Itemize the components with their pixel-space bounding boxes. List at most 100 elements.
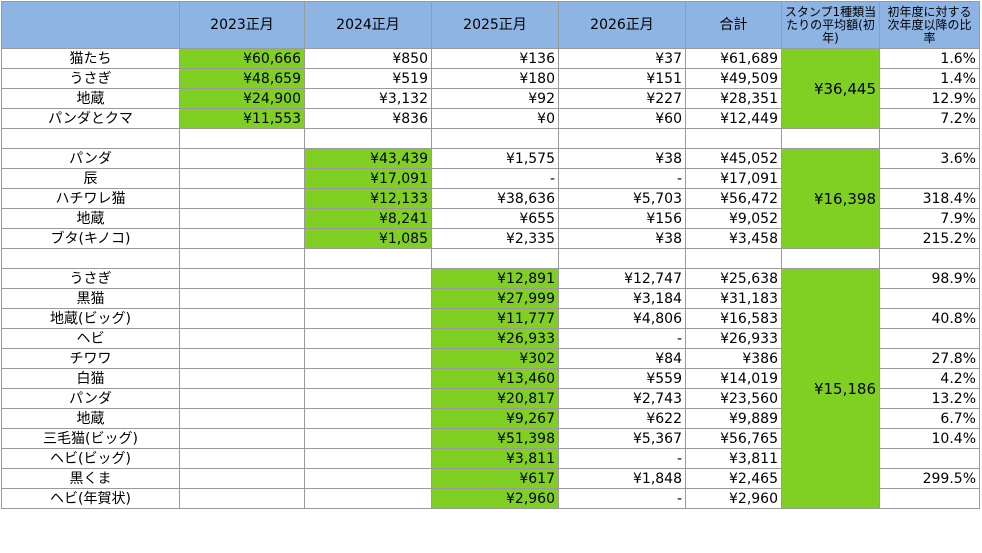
value-cell: ¥37: [558, 48, 686, 69]
separator-row: [1, 128, 980, 149]
data-row: 猫たち ¥60,666 ¥850 ¥136 ¥37 ¥61,689 ¥36,445 1.6%: [1, 48, 980, 129]
value-cell: [304, 448, 432, 469]
value-cell: [304, 488, 432, 509]
value-cell: 12.9%: [879, 88, 980, 109]
empty-cell: [558, 248, 686, 269]
value-cell: [304, 368, 432, 389]
value-cell: ¥17,091: [304, 168, 432, 189]
value-cell: 7.9%: [879, 208, 980, 229]
value-cell: [304, 268, 432, 289]
empty-cell: [179, 128, 305, 149]
value-cell: ¥302: [431, 348, 559, 369]
value-cell: [179, 168, 305, 189]
value-cell: ¥11,777: [431, 308, 559, 329]
value-cell: ¥850: [304, 48, 432, 69]
header-cell: [1, 1, 180, 49]
value-cell: [879, 288, 980, 309]
value-cell: ¥3,132: [304, 88, 432, 109]
data-row: パンダ ¥20,817 ¥2,743 ¥23,560 13.2%: [1, 388, 980, 409]
value-cell: [879, 448, 980, 469]
separator-row: [1, 248, 980, 269]
value-cell: ¥151: [558, 68, 686, 89]
empty-cell: [879, 128, 980, 149]
row-label: 白猫: [1, 368, 180, 389]
data-row: ハチワレ猫 ¥12,133 ¥38,636 ¥5,703 ¥56,472 318.4%: [1, 188, 980, 209]
value-cell: 318.4%: [879, 188, 980, 209]
row-label: 地蔵: [1, 208, 180, 229]
empty-cell: [431, 128, 559, 149]
data-row: ヘビ ¥26,933- ¥26,933: [1, 328, 980, 349]
value-cell: ¥11,553: [179, 108, 305, 129]
value-cell: ¥227: [558, 88, 686, 109]
row-label: 地蔵: [1, 88, 180, 109]
value-cell: [179, 488, 305, 509]
value-cell: [179, 228, 305, 249]
data-row: 地蔵 ¥8,241 ¥655 ¥156 ¥9,052 7.9%: [1, 208, 980, 229]
value-cell: ¥1,575: [431, 148, 559, 169]
average-cell: ¥36,445: [781, 48, 880, 129]
value-cell: [179, 208, 305, 229]
data-row: パンダ ¥43,439 ¥1,575 ¥38 ¥45,052 ¥16,398 3.6%: [1, 148, 980, 249]
data-row: 三毛猫(ビッグ) ¥51,398 ¥5,367 ¥56,765 10.4%: [1, 428, 980, 449]
empty-cell: [558, 128, 686, 149]
value-cell: ¥12,747: [558, 268, 686, 289]
value-cell: ¥13,460: [431, 368, 559, 389]
value-cell: ¥49,509: [685, 68, 782, 89]
empty-cell: [685, 248, 782, 269]
value-cell: ¥38: [558, 148, 686, 169]
value-cell: 13.2%: [879, 388, 980, 409]
value-cell: ¥5,367: [558, 428, 686, 449]
data-row: ヘビ(年賀状) ¥2,960- ¥2,960: [1, 488, 980, 509]
value-cell: ¥559: [558, 368, 686, 389]
row-label: パンダ: [1, 148, 180, 169]
value-cell: [179, 148, 305, 169]
value-cell: ¥180: [431, 68, 559, 89]
value-cell: ¥38: [558, 228, 686, 249]
stamp-table: 2023正月 2024正月 2025正月 2026正月 合計 スタンプ1種類当たりの平均額…: [1, 1, 980, 509]
value-cell: [179, 288, 305, 309]
row-label: 猫たち: [1, 48, 180, 69]
value-cell: [179, 428, 305, 449]
value-cell: ¥136: [431, 48, 559, 69]
value-cell: 4.2%: [879, 368, 980, 389]
value-cell: ¥8,241: [304, 208, 432, 229]
empty-cell: [1, 248, 180, 269]
value-cell: [304, 288, 432, 309]
value-cell: ¥26,933: [431, 328, 559, 349]
value-cell: 27.8%: [879, 348, 980, 369]
value-cell: ¥12,449: [685, 108, 782, 129]
value-cell: ¥14,019: [685, 368, 782, 389]
value-cell: ¥16,583: [685, 308, 782, 329]
value-cell: ¥655: [431, 208, 559, 229]
average-cell: ¥15,186: [781, 268, 880, 509]
value-cell: ¥31,183: [685, 288, 782, 309]
value-cell: ¥92: [431, 88, 559, 109]
row-label: ヘビ: [1, 328, 180, 349]
empty-cell: [781, 128, 880, 149]
row-label: 三毛猫(ビッグ): [1, 428, 180, 449]
value-cell: [179, 268, 305, 289]
row-label: チワワ: [1, 348, 180, 369]
value-cell: ¥3,184: [558, 288, 686, 309]
value-cell: 1.6%: [879, 48, 980, 69]
value-cell: ¥3,458: [685, 228, 782, 249]
value-cell: ¥51,398: [431, 428, 559, 449]
value-cell: 40.8%: [879, 308, 980, 329]
value-cell: ¥61,689: [685, 48, 782, 69]
value-cell: 10.4%: [879, 428, 980, 449]
value-cell: ¥836: [304, 108, 432, 129]
row-label: うさぎ: [1, 68, 180, 89]
value-cell: 215.2%: [879, 228, 980, 249]
data-row: うさぎ ¥12,891 ¥12,747 ¥25,638 ¥15,186 98.9%: [1, 268, 980, 509]
value-cell: ¥12,133: [304, 188, 432, 209]
value-cell: ¥1,085: [304, 228, 432, 249]
data-row: 地蔵(ビッグ) ¥11,777 ¥4,806 ¥16,583 40.8%: [1, 308, 980, 329]
value-cell: -: [558, 448, 686, 469]
value-cell: ¥60,666: [179, 48, 305, 69]
empty-cell: [179, 248, 305, 269]
value-cell: ¥28,351: [685, 88, 782, 109]
value-cell: 1.4%: [879, 68, 980, 89]
row-label: 黒くま: [1, 468, 180, 489]
value-cell: ¥56,472: [685, 188, 782, 209]
